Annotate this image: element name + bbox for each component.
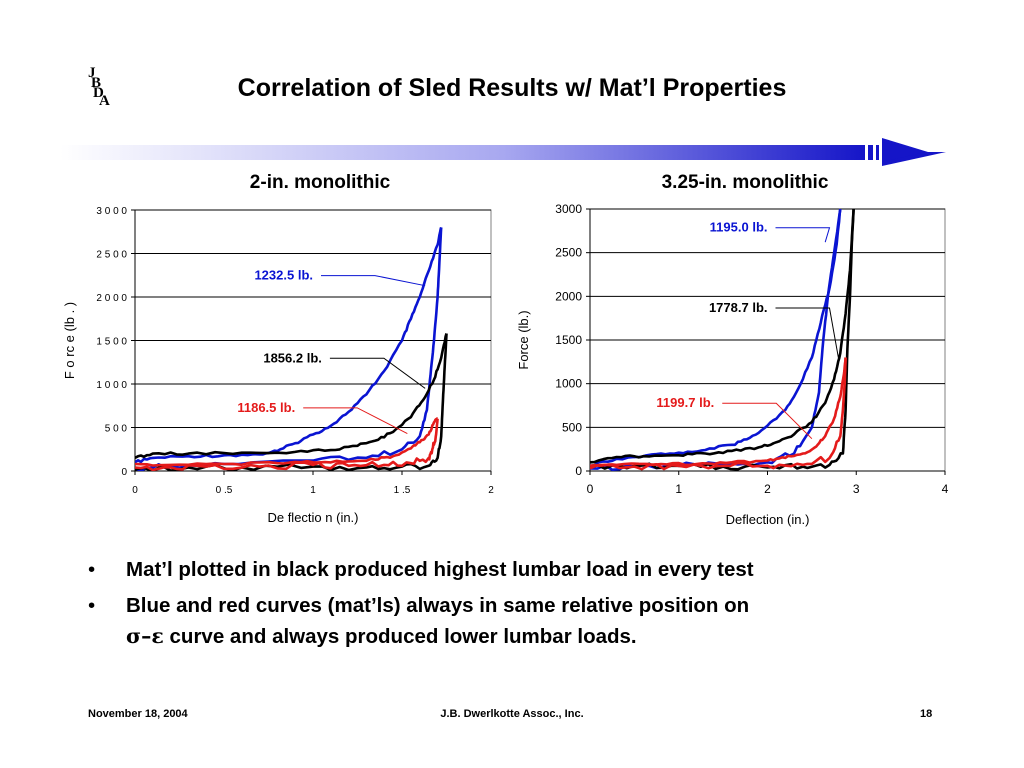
series-black-loading-line: [135, 333, 448, 460]
x-tick-label: 3: [853, 482, 860, 496]
annotation-label-red: 1186.5 lb.: [237, 400, 295, 415]
annotation-leader-blue: [775, 227, 831, 243]
y-tick-label: 1000: [555, 377, 582, 391]
bullet-text-continued: σ–ε curve and always produced lower lumb…: [126, 621, 948, 652]
bullet-list: • Mat’l plotted in black produced highes…: [88, 555, 948, 658]
y-tick-label: 3000: [555, 202, 582, 216]
annotation-leader-black: [329, 357, 426, 389]
x-tick-label: 0: [132, 485, 138, 496]
x-tick-label: 4: [942, 482, 949, 496]
slide-title: Correlation of Sled Results w/ Mat’l Pro…: [237, 74, 787, 102]
bullet-text: Mat’l plotted in black produced highest …: [126, 558, 754, 581]
x-tick-label: 0 .5: [216, 485, 233, 496]
annotation-label-red: 1199.7 lb.: [656, 395, 714, 410]
x-tick-label: 0: [587, 482, 594, 496]
y-tick-label: 2 0 0 0: [96, 293, 127, 304]
x-tick-label: 2: [764, 482, 771, 496]
series-red-loading-line: [590, 357, 847, 468]
banner-bar: [60, 145, 865, 160]
y-tick-label: 2000: [555, 289, 582, 303]
annotation-label-blue: 1195.0 lb.: [710, 220, 768, 235]
banner-stripe-2: [876, 145, 879, 160]
y-axis-label: F o rc e (lb . ): [62, 302, 77, 379]
x-tick-label: 1: [310, 485, 316, 496]
bullet-item: • Mat’l plotted in black produced highes…: [88, 555, 948, 585]
y-tick-label: 1500: [555, 333, 582, 347]
bullet-symbol: •: [88, 594, 96, 617]
series-black-unloading-line: [135, 333, 448, 471]
logo-letter-j: J: [88, 65, 96, 81]
y-axis-label: Force (lb.): [516, 310, 531, 369]
x-tick-label: 1 .5: [394, 485, 411, 496]
x-axis-label: De flectio n (in.): [267, 510, 358, 525]
bullet-symbol: •: [88, 558, 96, 581]
series-red-unloading-line: [590, 357, 847, 471]
series-blue-loading-line: [135, 227, 443, 464]
y-tick-label: 1 0 0 0: [96, 380, 127, 391]
x-tick-label: 2: [488, 485, 494, 496]
y-tick-label: 0: [575, 464, 582, 478]
logo-letter-d: D: [93, 85, 104, 101]
charts-canvas: 0 5 0 0 1 0 0 0 1 5 0 0 2 0 0 0 2 5 0 0 3 0 0 …: [62, 202, 949, 527]
bullet-text: Blue and red curves (mat’ls) always in s…: [126, 594, 750, 617]
x-tick-label: 1: [675, 482, 682, 496]
annotation-leader-black: [775, 307, 839, 359]
footer-company: J.B. Dwerlkotte Assoc., Inc.: [440, 708, 584, 720]
series-black-loading-line: [590, 208, 855, 464]
y-tick-label: 500: [562, 420, 582, 434]
logo-letter-b: B: [91, 75, 102, 91]
footer-date: November 18, 2004: [88, 708, 188, 720]
chart-1-title: 2-in. monolithic: [249, 172, 391, 193]
annotation-label-black: 1856.2 lb.: [263, 350, 322, 365]
sigma-epsilon-symbol: σ–ε: [126, 624, 164, 648]
logo-letter-a: A: [99, 93, 110, 109]
y-tick-label: 2 5 0 0: [96, 250, 127, 261]
annotation-label-black: 1778.7 lb.: [709, 300, 768, 315]
y-tick-label: 3 0 0 0: [96, 206, 127, 217]
bullet-item: • Blue and red curves (mat’ls) always in…: [88, 591, 948, 652]
x-axis-label: Deflection (in.): [726, 512, 810, 527]
y-tick-label: 5 0 0: [105, 424, 128, 435]
annotation-leader-blue: [321, 275, 426, 287]
banner-arrow: [60, 138, 946, 166]
footer-page-number: 18: [920, 708, 933, 720]
y-tick-label: 2500: [555, 246, 582, 260]
series-red-unloading-line: [135, 418, 439, 471]
annotation-label-blue: 1232.5 lb.: [254, 268, 313, 283]
y-tick-label: 1 5 0 0: [96, 337, 127, 348]
company-logo: J B D A: [86, 66, 116, 110]
series-red-loading-line: [135, 417, 439, 467]
chart-2-title: 3.25-in. monolithic: [661, 172, 829, 193]
y-tick-label: 0: [121, 467, 127, 478]
annotation-leader-red: [722, 402, 813, 440]
bullet-text-cont: curve and always produced lower lumbar l…: [163, 625, 637, 648]
banner-stripe-1: [868, 145, 873, 160]
annotation-leader-red: [303, 407, 408, 435]
